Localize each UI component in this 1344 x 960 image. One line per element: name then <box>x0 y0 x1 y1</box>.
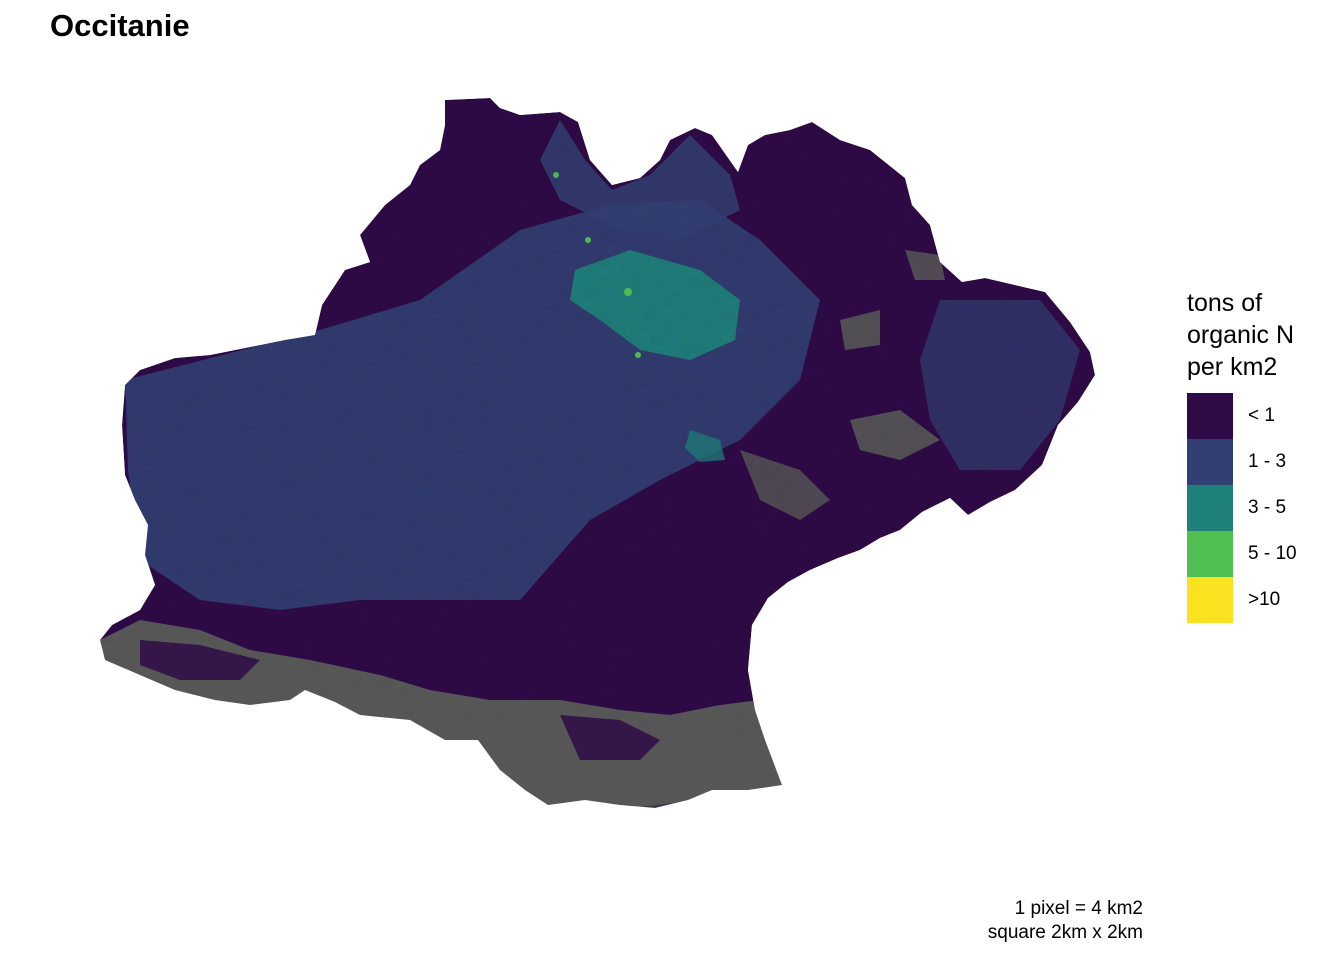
legend-swatch <box>1187 439 1233 485</box>
legend-item: 1 - 3 <box>1187 439 1297 485</box>
legend-title: tons of organic N per km2 <box>1187 287 1297 383</box>
legend-items: < 1 1 - 3 3 - 5 5 - 10 >10 <box>1187 393 1297 623</box>
legend-swatch <box>1187 531 1233 577</box>
map-caption: 1 pixel = 4 km2 square 2km x 2km <box>988 897 1143 945</box>
legend-item: < 1 <box>1187 393 1297 439</box>
legend-label: 3 - 5 <box>1248 497 1287 518</box>
legend-label: < 1 <box>1248 405 1275 426</box>
legend-item: >10 <box>1187 577 1297 623</box>
caption-line: 1 pixel = 4 km2 <box>1014 898 1143 919</box>
legend-swatch <box>1187 485 1233 531</box>
caption-line: square 2km x 2km <box>987 922 1143 943</box>
legend-label: >10 <box>1248 589 1281 610</box>
legend-item: 3 - 5 <box>1187 485 1297 531</box>
map-title: Occitanie <box>50 8 190 43</box>
legend: tons of organic N per km2 < 1 1 - 3 3 - … <box>1187 287 1297 623</box>
legend-swatch <box>1187 577 1233 623</box>
legend-title-line: organic N <box>1187 321 1294 349</box>
legend-title-line: per km2 <box>1187 353 1278 381</box>
legend-label: 5 - 10 <box>1248 543 1297 564</box>
legend-label: 1 - 3 <box>1248 451 1287 472</box>
legend-swatch <box>1187 393 1233 439</box>
legend-item: 5 - 10 <box>1187 531 1297 577</box>
legend-title-line: tons of <box>1187 289 1263 317</box>
